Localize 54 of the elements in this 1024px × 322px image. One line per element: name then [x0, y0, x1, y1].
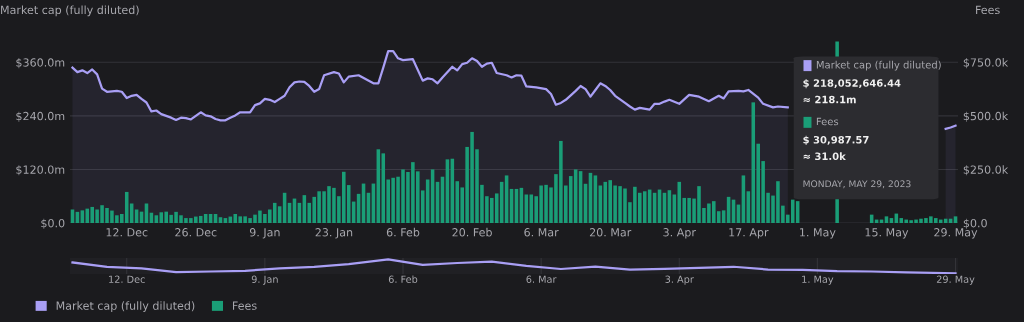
- annotation: $ 30,987.57: [803, 135, 869, 145]
- y-axis-title: Market cap (fully diluted): [1, 5, 139, 17]
- x-tick-label: 9. Jan: [249, 228, 280, 239]
- bar: [85, 208, 90, 223]
- y2-tick-label: $0.0: [963, 218, 987, 229]
- bar: [381, 153, 386, 223]
- annotation: ≈ 31.0k: [803, 152, 846, 161]
- x-tick-label: 6. Mar: [526, 275, 557, 283]
- x-tick-label: 15. May: [865, 228, 909, 239]
- bar: [677, 181, 682, 223]
- y2-tick-label: $500.0k: [963, 111, 1009, 122]
- y-tick-label: $120.0m: [16, 165, 65, 176]
- x-tick-label: 6. Feb: [386, 227, 420, 237]
- x-tick-label: 1. May: [800, 228, 836, 239]
- y2-axis-title: Fees: [976, 5, 1000, 15]
- bar: [233, 214, 238, 223]
- bar: [159, 212, 164, 223]
- bar: [899, 218, 904, 223]
- x-tick-label: 3. Apr: [665, 275, 694, 285]
- bar: [938, 219, 943, 223]
- y-tick-label: $0.0: [41, 218, 65, 229]
- x-tick-label: 20. Mar: [589, 228, 632, 237]
- annotation: Fees: [816, 117, 839, 126]
- bar: [603, 181, 608, 223]
- x-tick-label: 12. Dec: [109, 275, 145, 283]
- x-tick-label: 1. May: [802, 275, 834, 285]
- annotation: MONDAY, MAY 29, 2023: [803, 180, 911, 189]
- annotation: ≈ 218.1m: [803, 95, 856, 104]
- x-tick-label: 6. Mar: [524, 228, 559, 237]
- bar: [790, 199, 795, 223]
- x-tick-label: 3. Apr: [663, 228, 696, 239]
- annotation: Market cap (fully diluted): [816, 60, 941, 71]
- x-tick-label: 17. Apr: [729, 228, 769, 239]
- bar: [751, 102, 756, 223]
- x-tick-label: 29. May: [936, 275, 975, 285]
- x-tick-label: 6. Feb: [388, 275, 418, 283]
- bar: [272, 202, 277, 223]
- x-tick-label: 29. May: [934, 228, 978, 239]
- legend-label: Market cap (fully diluted): [56, 301, 195, 312]
- x-tick-label: 20. Feb: [452, 227, 492, 237]
- bar: [529, 194, 534, 223]
- x-tick-label: 12. Dec: [106, 228, 148, 237]
- annotation: $ 218,052,646.44: [803, 79, 901, 89]
- bar: [124, 191, 129, 223]
- y2-tick-label: $250.0k: [963, 165, 1009, 176]
- legend-label: Fees: [233, 301, 257, 310]
- x-tick-label: 9. Jan: [251, 275, 278, 285]
- x-tick-label: 26. Dec: [175, 228, 217, 237]
- y-tick-label: $240.0m: [16, 111, 65, 122]
- y2-tick-label: $750.0k: [963, 58, 1009, 69]
- y-tick-label: $360.0m: [16, 58, 65, 69]
- bar: [198, 215, 203, 223]
- bar: [642, 191, 647, 223]
- x-tick-label: 23. Jan: [315, 228, 353, 239]
